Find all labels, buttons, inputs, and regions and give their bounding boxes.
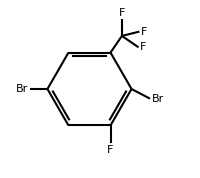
Text: Br: Br	[16, 84, 28, 94]
Text: F: F	[141, 27, 147, 36]
Text: F: F	[140, 42, 146, 52]
Text: F: F	[119, 8, 125, 18]
Text: F: F	[107, 145, 114, 155]
Text: Br: Br	[152, 94, 164, 104]
